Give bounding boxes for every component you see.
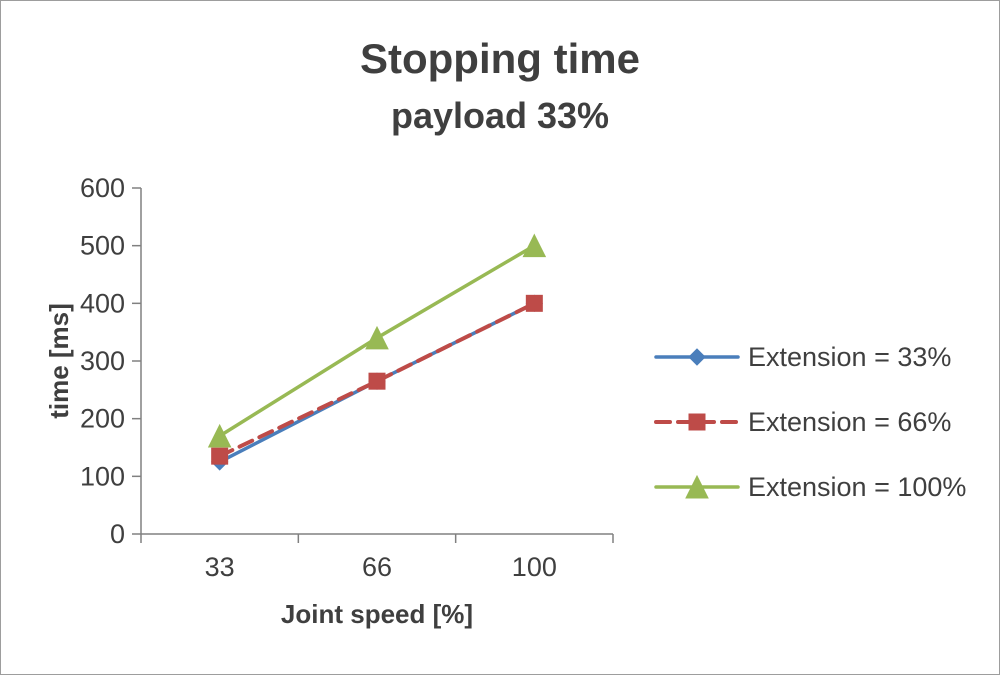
series-marker-2 [522,233,547,258]
legend-label-1: Extension = 66% [748,407,951,437]
series-marker-1 [525,294,543,312]
y-tick-label: 500 [80,231,125,261]
legend-label-2: Extension = 100% [748,472,966,502]
x-tick-label: 100 [512,552,557,582]
x-tick-label: 33 [205,552,235,582]
legend-marker-2 [685,474,709,499]
series-marker-2 [365,325,389,350]
y-tick-label: 200 [80,404,125,434]
y-tick-label: 300 [80,346,125,376]
y-tick-label: 100 [80,461,125,491]
y-axis-title: time [ms] [44,303,74,419]
legend-marker-0 [688,348,706,366]
legend-marker-1 [688,413,706,431]
chart-subtitle: payload 33% [390,95,610,136]
x-tick-label: 66 [362,552,392,582]
x-axis-title: Joint speed [%] [281,599,473,629]
chart-title: Stopping time [360,35,640,82]
series-marker-2 [207,423,232,448]
y-tick-label: 0 [110,519,125,549]
series-marker-1 [211,447,229,465]
legend-label-0: Extension = 33% [748,342,951,372]
y-tick-label: 400 [80,288,125,318]
y-tick-label: 600 [80,173,125,203]
series-marker-1 [368,372,386,390]
